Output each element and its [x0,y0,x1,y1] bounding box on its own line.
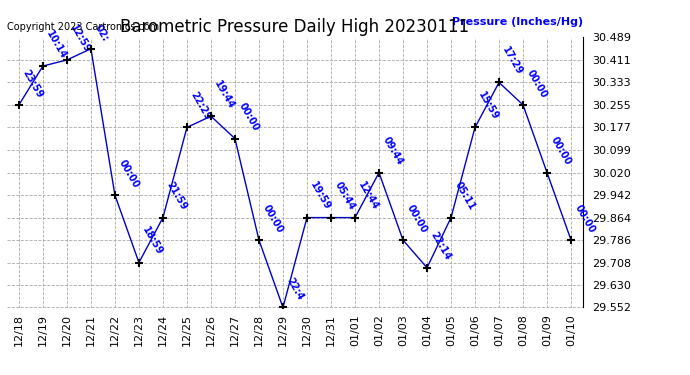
Text: Copyright 2023 Cartronics.com: Copyright 2023 Cartronics.com [7,22,159,32]
Text: 22:29: 22:29 [188,90,213,122]
Text: 19:59: 19:59 [308,180,333,212]
Text: 15:59: 15:59 [476,90,500,122]
Text: 12:44: 12:44 [356,180,381,212]
Text: 00:00: 00:00 [404,202,428,234]
Text: 22:4: 22:4 [284,276,305,302]
Text: 22:14: 22:14 [428,230,453,262]
Text: Pressure (Inches/Hg): Pressure (Inches/Hg) [452,17,583,27]
Text: 05:11: 05:11 [453,180,477,212]
Text: 00:00: 00:00 [573,202,597,234]
Text: 23:59: 23:59 [20,68,44,99]
Text: 18:59: 18:59 [140,225,164,257]
Text: 05:44: 05:44 [333,180,357,212]
Text: 17:29: 17:29 [500,45,524,77]
Title: Barometric Pressure Daily High 20230111: Barometric Pressure Daily High 20230111 [121,18,469,36]
Text: 21:59: 21:59 [164,180,188,212]
Text: 09:44: 09:44 [380,135,404,167]
Text: 00:00: 00:00 [237,101,261,133]
Text: 00:00: 00:00 [524,68,549,99]
Text: 19:44: 19:44 [213,79,237,111]
Text: 10:14: 10:14 [44,28,68,60]
Text: 00:00: 00:00 [549,135,573,167]
Text: 00:00: 00:00 [117,158,141,190]
Text: 12:59: 12:59 [68,22,92,54]
Text: 00:00: 00:00 [260,202,284,234]
Text: 02:: 02: [92,23,110,43]
